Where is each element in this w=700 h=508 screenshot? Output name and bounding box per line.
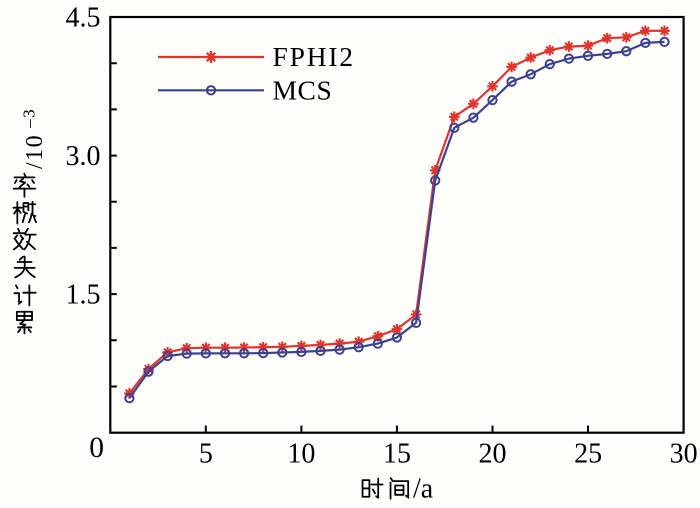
svg-text:0: 0 bbox=[89, 432, 104, 464]
svg-text:15: 15 bbox=[383, 438, 411, 469]
svg-text:FPHI2: FPHI2 bbox=[273, 41, 355, 72]
svg-text:/a: /a bbox=[413, 474, 434, 505]
svg-text:20: 20 bbox=[479, 438, 507, 469]
svg-text:4.5: 4.5 bbox=[66, 2, 101, 33]
svg-text:5: 5 bbox=[199, 438, 213, 469]
svg-text:1.5: 1.5 bbox=[66, 279, 101, 310]
svg-text:25: 25 bbox=[574, 438, 602, 469]
svg-text:3.0: 3.0 bbox=[66, 141, 101, 172]
svg-text:30: 30 bbox=[670, 438, 698, 469]
svg-text:10: 10 bbox=[287, 438, 315, 469]
svg-text:/10–3: /10–3 bbox=[20, 108, 49, 169]
svg-text:MCS: MCS bbox=[273, 74, 333, 105]
